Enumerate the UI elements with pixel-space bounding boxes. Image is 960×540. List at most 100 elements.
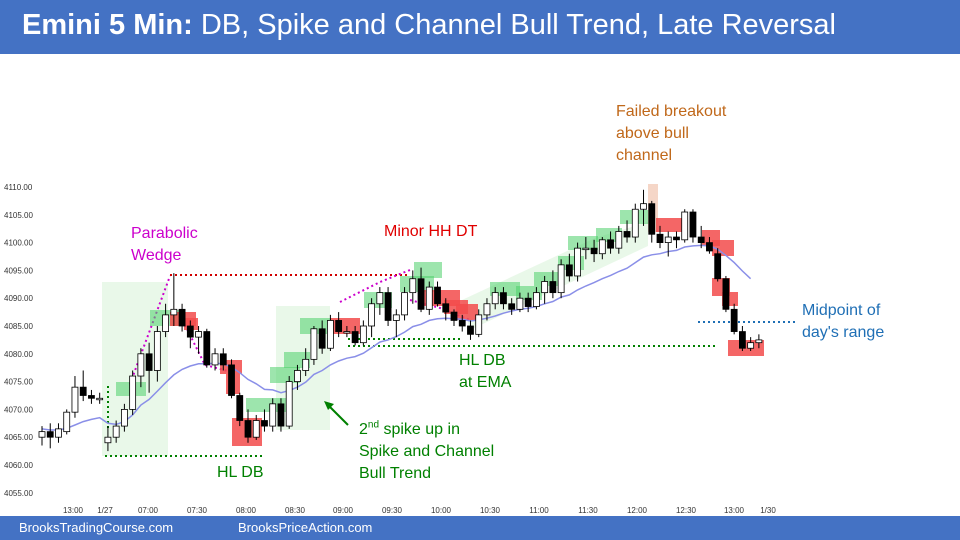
x-tick-label: 09:00 <box>333 506 354 515</box>
footer-link-brookspriceaction[interactable]: BrooksPriceAction.com <box>238 520 373 535</box>
x-tick-label: 07:00 <box>138 506 159 515</box>
bull-candle-body <box>582 247 590 251</box>
signal-box <box>414 262 442 278</box>
bear-candle-body <box>500 292 507 305</box>
candle <box>228 359 235 399</box>
bear-candle-body <box>442 303 450 313</box>
signal-box <box>656 218 682 232</box>
bull-candle-body <box>285 381 293 427</box>
midpoint-label: Midpoint of day's range <box>802 302 885 341</box>
candle <box>55 423 62 443</box>
bear-candle-body <box>590 247 598 255</box>
y-tick-label: 4080.00 <box>4 350 33 359</box>
x-tick-label: 08:00 <box>236 506 257 515</box>
candle <box>582 237 590 260</box>
candle <box>203 328 211 368</box>
bear-candle-body <box>244 420 252 438</box>
candle <box>475 309 483 338</box>
bull-candle-body <box>38 431 46 438</box>
wedge-line-3 <box>339 269 411 303</box>
candle <box>739 326 746 352</box>
bear-candle-body <box>228 364 235 396</box>
candle <box>607 231 614 254</box>
bull-candle-body <box>252 420 260 438</box>
bear-candle-body <box>722 278 730 310</box>
bull-candle-body <box>409 278 417 294</box>
bull-candle-body <box>475 314 483 335</box>
bull-candle-body <box>368 303 376 327</box>
candle <box>384 287 392 326</box>
bull-candle-body <box>640 203 647 210</box>
x-tick-label: 08:30 <box>285 506 306 515</box>
candle <box>244 409 252 443</box>
candle <box>458 314 466 332</box>
candle <box>409 270 417 304</box>
minor-hh-dt-label: Minor HH DT <box>384 223 478 240</box>
second-spike-label: 2nd spike up in Spike and Channel Bull T… <box>359 419 494 485</box>
candle <box>71 376 79 418</box>
candle <box>508 298 516 315</box>
footer-link-brookstradingcourse[interactable]: BrooksTradingCourse.com <box>19 520 174 535</box>
title-bar: Emini 5 Min: DB, Spike and Channel Bull … <box>0 0 960 54</box>
candle <box>79 370 87 402</box>
bull-candle-body <box>63 411 71 433</box>
bull-candle-body <box>392 314 400 321</box>
candle <box>631 203 639 243</box>
candle <box>359 320 367 346</box>
spike-line1-rest: spike up in <box>379 421 460 438</box>
candle <box>368 298 376 338</box>
candle <box>186 320 194 349</box>
spike-arrow-head <box>324 401 334 410</box>
candle <box>442 298 450 321</box>
bull-candle-body <box>425 286 433 310</box>
parabolic-wedge-label: Parabolic Wedge <box>131 225 198 264</box>
bull-candle-body <box>170 308 178 316</box>
bull-candle-body <box>153 331 161 371</box>
spike-sup: nd <box>367 419 380 431</box>
x-tick-label: 11:00 <box>529 506 549 515</box>
x-tick-label: 07:30 <box>187 506 208 515</box>
candle <box>574 242 581 282</box>
bull-candle-body <box>326 320 334 349</box>
candle <box>557 259 565 299</box>
bull-candle-body <box>681 211 689 241</box>
candle <box>195 326 202 354</box>
signal-box <box>568 236 598 250</box>
wedge-line-1 <box>129 275 171 385</box>
x-tick-label: 10:00 <box>431 506 452 515</box>
candle <box>145 342 153 393</box>
x-tick-label: 09:30 <box>382 506 403 515</box>
signal-box <box>270 367 300 383</box>
bear-candle-body <box>384 292 392 321</box>
bear-candle-body <box>648 203 656 235</box>
x-tick-label: 12:00 <box>627 506 648 515</box>
bear-candle-body <box>697 236 705 243</box>
y-tick-label: 4065.00 <box>4 433 33 442</box>
candle <box>302 348 310 377</box>
bear-candle-body <box>178 308 186 327</box>
failed-breakout-label: Failed breakout above bull channel <box>616 103 727 164</box>
bull-candle-body <box>359 325 367 344</box>
candle <box>541 275 549 304</box>
candle <box>269 398 277 432</box>
y-tick-label: 4055.00 <box>4 489 33 498</box>
candle <box>755 334 763 349</box>
candle <box>467 320 474 340</box>
candle <box>252 414 260 440</box>
bear-candle-body <box>434 286 441 305</box>
footer-bar: BrooksTradingCourse.com BrooksPriceActio… <box>0 516 960 540</box>
bull-candle-body <box>631 208 639 238</box>
bear-candle-body <box>508 303 516 310</box>
bull-candle-body <box>310 328 318 360</box>
candle <box>681 209 689 243</box>
bull-candle-body <box>491 292 499 305</box>
title-bold: Emini 5 Min: <box>22 9 193 41</box>
x-tick-label: 11:30 <box>578 506 598 515</box>
bear-candle-body <box>673 236 680 241</box>
candle <box>615 225 623 254</box>
bear-candle-body <box>351 331 359 344</box>
candle <box>326 314 334 352</box>
candle <box>533 287 540 310</box>
y-tick-label: 4075.00 <box>4 378 33 387</box>
candle <box>697 225 705 249</box>
